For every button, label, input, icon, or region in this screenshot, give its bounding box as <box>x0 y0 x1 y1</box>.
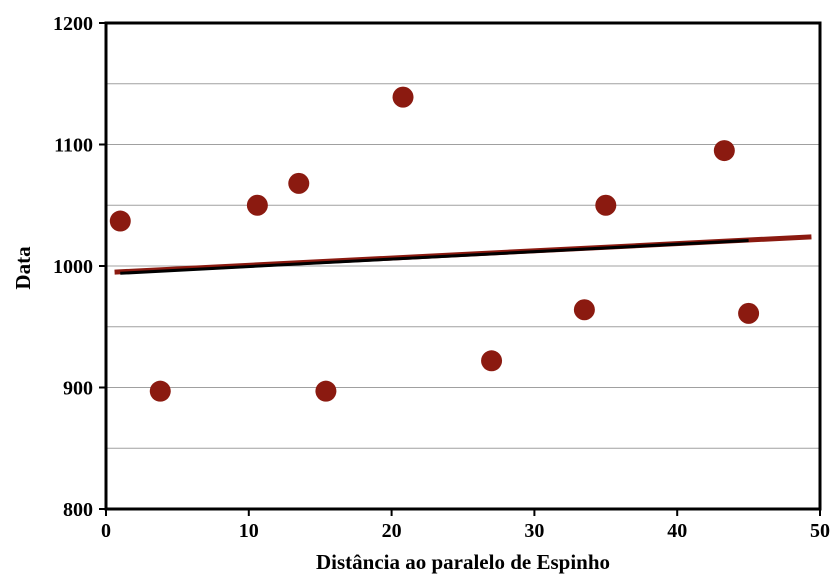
data-point <box>288 172 310 194</box>
data-point <box>573 299 595 321</box>
data-point <box>109 210 131 232</box>
data-point <box>149 380 171 402</box>
data-points <box>109 86 760 402</box>
x-tick-label: 20 <box>382 520 402 542</box>
y-tick-label: 1100 <box>54 135 93 157</box>
x-axis-ticks: 0 10 20 30 40 50 <box>101 509 830 542</box>
data-point <box>246 194 268 216</box>
y-axis-ticks: 800 900 1000 1100 1200 <box>53 13 106 521</box>
trendline <box>120 238 749 275</box>
data-point <box>595 194 617 216</box>
data-point <box>392 86 414 108</box>
y-tick-label: 1200 <box>53 13 93 35</box>
x-tick-label: 10 <box>239 520 259 542</box>
data-point <box>713 140 735 162</box>
data-point <box>481 350 503 372</box>
x-tick-label: 50 <box>810 520 830 542</box>
x-tick-label: 30 <box>524 520 544 542</box>
y-tick-label: 1000 <box>53 256 93 278</box>
y-tick-label: 800 <box>63 499 93 521</box>
data-point <box>315 380 337 402</box>
trendlines <box>114 234 812 275</box>
x-tick-label: 0 <box>101 520 111 542</box>
x-tick-label: 40 <box>667 520 687 542</box>
y-tick-label: 900 <box>63 378 93 400</box>
y-axis-title: Data <box>11 246 35 290</box>
data-point <box>738 302 760 324</box>
x-axis-title: Distância ao paralelo de Espinho <box>316 550 610 574</box>
